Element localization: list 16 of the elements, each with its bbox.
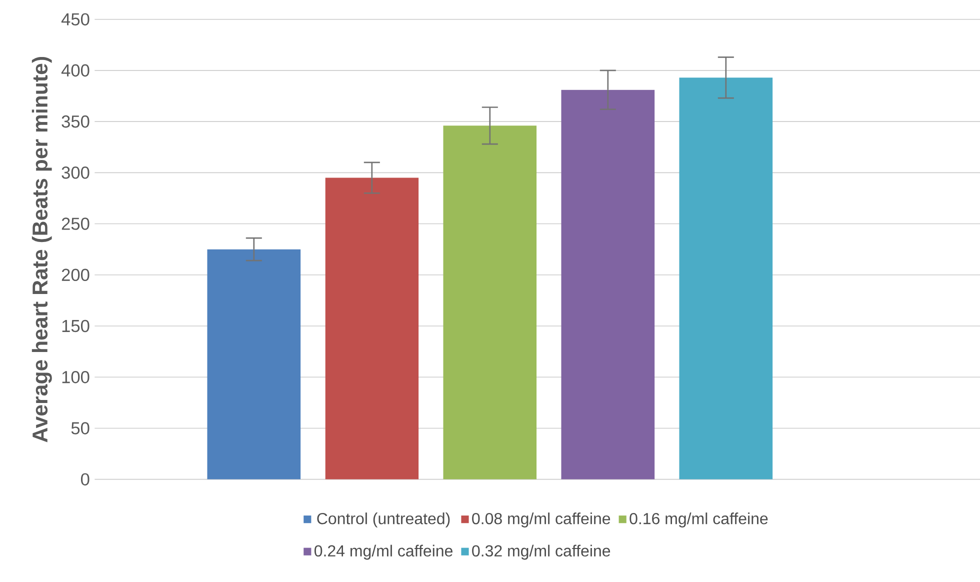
y-tick-label: 450 <box>61 13 90 26</box>
legend-label: 0.24 mg/ml caffeine <box>314 544 452 560</box>
y-tick-label: 100 <box>62 370 90 384</box>
y-tick-label: 50 <box>71 422 90 434</box>
legend-label: 0.08 mg/ml caffeine <box>472 512 610 528</box>
y-tick-label: 350 <box>62 115 90 128</box>
y-axis-title: Average heart Rate (Beats per minute) <box>32 57 52 442</box>
y-tick-label: 300 <box>62 166 90 179</box>
legend-label: 0.32 mg/ml caffeine <box>472 544 610 560</box>
y-tick-label: 400 <box>61 64 90 77</box>
y-tick-label: 150 <box>62 320 90 332</box>
y-tick-label: 200 <box>62 268 90 282</box>
legend-label: 0.16 mg/ml caffeine <box>630 512 768 528</box>
y-tick-label: 250 <box>62 218 90 230</box>
legend-label: Control (untreated) <box>317 512 450 528</box>
y-tick-label: 0 <box>80 473 90 486</box>
